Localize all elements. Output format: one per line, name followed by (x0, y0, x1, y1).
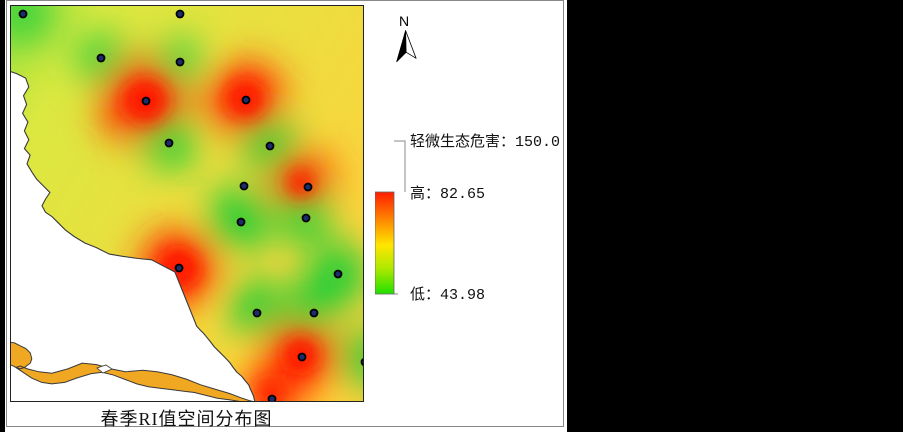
svg-text:轻微生态危害：150.0: 轻微生态危害：150.0 (410, 133, 560, 151)
svg-text:低：43.98: 低：43.98 (410, 286, 485, 304)
svg-text:N: N (399, 16, 409, 29)
svg-text:高：82.65: 高：82.65 (410, 185, 485, 203)
